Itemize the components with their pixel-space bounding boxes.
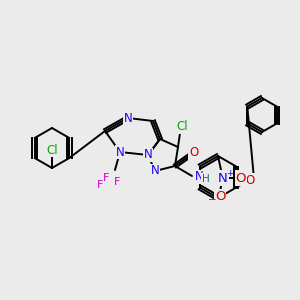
Text: O: O [215, 190, 225, 203]
Text: N: N [144, 148, 152, 161]
Text: F: F [103, 173, 109, 183]
Text: N: N [124, 112, 132, 124]
Text: H: H [202, 174, 210, 184]
Text: O: O [189, 146, 199, 160]
Text: Cl: Cl [46, 143, 58, 157]
Text: F: F [114, 177, 120, 187]
Text: O: O [246, 174, 255, 187]
Text: N: N [195, 170, 203, 184]
Text: O: O [236, 172, 246, 184]
Text: N: N [116, 146, 124, 158]
Text: N: N [151, 164, 159, 178]
Text: Cl: Cl [176, 121, 188, 134]
Text: F: F [97, 180, 103, 190]
Text: N: N [218, 172, 228, 184]
Text: −: − [208, 195, 216, 205]
Text: +: + [226, 169, 234, 178]
